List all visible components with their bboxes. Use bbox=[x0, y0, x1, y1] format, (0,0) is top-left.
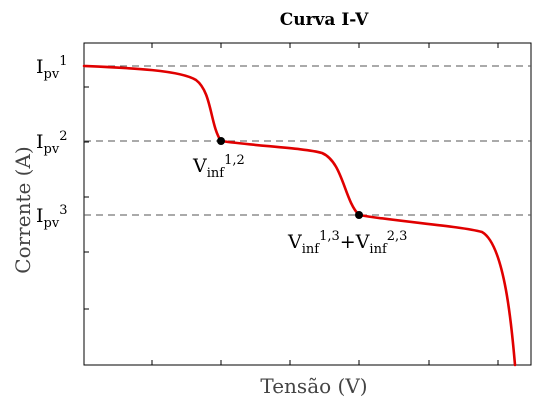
reference-label: Ipv3 bbox=[36, 203, 67, 231]
label-base: I bbox=[36, 205, 44, 227]
label-joiner: + bbox=[340, 231, 356, 253]
label-base: V bbox=[355, 231, 370, 253]
x-axis-label: Tensão (V) bbox=[260, 374, 367, 398]
y-ticks bbox=[84, 86, 89, 310]
inflection-point bbox=[217, 137, 225, 145]
label-superscript: 2 bbox=[59, 129, 67, 144]
label-base: V bbox=[192, 155, 207, 177]
reference-lines bbox=[84, 65, 531, 216]
inflection-point bbox=[355, 211, 363, 219]
label-base: I bbox=[36, 131, 44, 153]
label-superscript: 1 bbox=[59, 54, 67, 69]
label-subscript: inf bbox=[369, 242, 388, 257]
label-superscript: 2,3 bbox=[387, 229, 408, 244]
y-axis-label: Corrente (A) bbox=[11, 146, 35, 273]
plot-frame bbox=[83, 42, 532, 366]
reference-label: Ipv1 bbox=[36, 54, 67, 82]
label-subscript: pv bbox=[44, 67, 60, 82]
inflection-label: Vinf1,3+Vinf2,3 bbox=[287, 229, 407, 257]
label-subscript: inf bbox=[207, 166, 226, 181]
inflection-label: Vinf1,2 bbox=[192, 153, 245, 181]
chart-title: Curva I-V bbox=[280, 10, 369, 30]
x-ticks bbox=[151, 360, 499, 365]
label-base: V bbox=[287, 231, 302, 253]
label-subscript: pv bbox=[44, 216, 60, 231]
label-superscript: 3 bbox=[59, 203, 67, 218]
label-base: I bbox=[36, 56, 44, 78]
label-superscript: 1,3 bbox=[319, 229, 340, 244]
label-subscript: inf bbox=[302, 242, 321, 257]
iv-curve-series bbox=[82, 64, 517, 367]
label-subscript: pv bbox=[44, 142, 60, 157]
reference-label: Ipv2 bbox=[36, 129, 67, 157]
x-ticks-top bbox=[151, 43, 499, 48]
inflection-points bbox=[217, 137, 363, 219]
label-superscript: 1,2 bbox=[224, 153, 245, 168]
